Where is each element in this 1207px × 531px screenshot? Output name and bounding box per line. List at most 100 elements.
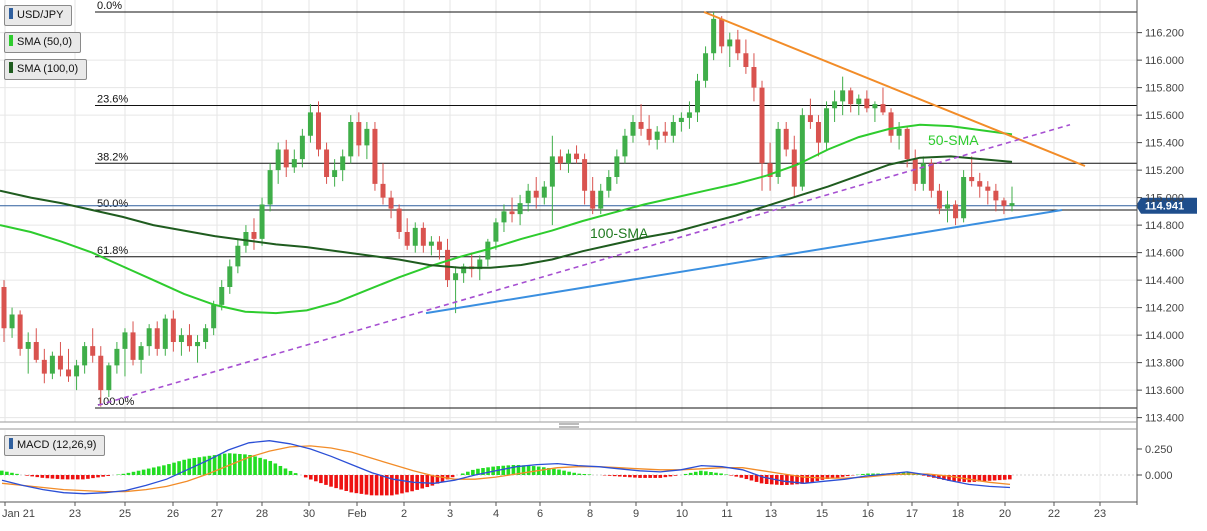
candle-body	[211, 305, 216, 328]
candle-body	[147, 328, 152, 346]
candle-body	[421, 228, 426, 246]
candle-body	[735, 40, 740, 54]
candle-body	[760, 88, 765, 164]
symbol-text: USD/JPY	[17, 9, 63, 21]
candle-body	[356, 122, 361, 145]
macd-histogram-bar	[841, 475, 845, 477]
macd-histogram-bar	[714, 473, 718, 475]
candle-body	[10, 315, 15, 329]
candle-body	[381, 184, 386, 198]
macd-histogram-bar	[106, 475, 110, 476]
macd-histogram-bar	[765, 475, 769, 484]
macd-histogram-bar	[319, 475, 323, 483]
macd-histogram-bar	[294, 473, 298, 475]
x-tick-label: 25	[119, 508, 131, 520]
macd-histogram-bar	[289, 471, 293, 475]
macd-histogram-bar	[653, 475, 657, 478]
candle-body	[155, 328, 160, 349]
macd-histogram-bar	[334, 475, 338, 488]
x-tick-label: 16	[862, 508, 874, 520]
x-tick-label: 15	[816, 508, 828, 520]
x-tick-label: 20	[999, 508, 1011, 520]
candle-body	[308, 112, 313, 135]
candle-body	[90, 346, 95, 356]
macd-histogram-bar	[577, 474, 581, 475]
candle-body	[251, 232, 256, 239]
macd-histogram-bar	[729, 475, 733, 476]
macd-histogram-bar	[755, 475, 759, 482]
candle-body	[187, 335, 192, 346]
candles	[2, 12, 1015, 407]
candle-body	[268, 170, 273, 204]
candle-body	[348, 122, 353, 156]
macd-histogram-bar	[542, 467, 546, 475]
macd-histogram-bar	[35, 475, 39, 477]
candle-body	[429, 242, 434, 246]
macd-histogram-bar	[344, 475, 348, 491]
macd-histogram-bar	[669, 475, 673, 476]
x-tick-label: 13	[765, 508, 777, 520]
candle-body	[114, 349, 119, 366]
x-tick-label: Feb	[348, 508, 367, 520]
candle-body	[493, 222, 498, 241]
macd-histogram-bar	[567, 472, 571, 475]
macd-histogram-bar	[147, 469, 151, 475]
candle-body	[316, 112, 321, 149]
candle-body	[284, 150, 289, 168]
candle-body	[74, 365, 79, 376]
candle-body	[639, 122, 644, 129]
macd-histogram-bar	[588, 474, 592, 475]
candle-body	[558, 156, 563, 163]
macd-histogram-bar	[724, 474, 728, 475]
macd-histogram-bar	[71, 475, 75, 479]
candle-body	[655, 132, 660, 140]
macd-histogram-bar	[998, 475, 1002, 480]
candle-body	[808, 115, 813, 122]
candle-body	[969, 177, 974, 181]
macd-histogram-bar	[993, 475, 997, 480]
macd-histogram-bar	[1003, 475, 1007, 480]
macd-histogram-bar	[425, 475, 429, 487]
candle-body	[227, 266, 232, 287]
macd-histogram-bar	[628, 475, 632, 477]
candle-body	[550, 156, 555, 186]
macd-histogram-bar	[618, 475, 622, 477]
candle-body	[953, 205, 958, 219]
x-tick-label: 18	[952, 508, 964, 520]
macd-histogram-bar	[218, 454, 222, 475]
y-tick-label: 115.000	[1145, 193, 1184, 205]
candle-body	[171, 319, 176, 342]
candle-body	[372, 129, 377, 184]
macd-histogram-bar	[750, 475, 754, 480]
macd-histogram-bar	[25, 475, 29, 476]
y-tick-label: 113.800	[1145, 358, 1184, 370]
macd-histogram-bar	[324, 475, 328, 485]
y-tick-label: 115.400	[1145, 138, 1184, 150]
macd-histogram-bar	[664, 475, 668, 477]
candle-body	[453, 273, 458, 280]
candle-body	[98, 356, 103, 390]
candle-body	[139, 346, 144, 360]
candle-body	[501, 211, 506, 222]
macd-histogram-bar	[350, 475, 354, 492]
macd-histogram-bar	[734, 475, 738, 477]
macd-histogram-bar	[91, 475, 95, 478]
candle-body	[389, 198, 394, 209]
candle-body	[598, 191, 603, 209]
candle-body	[751, 67, 756, 88]
candle-body	[719, 19, 724, 47]
macd-histogram-bar	[552, 469, 556, 475]
sma100-legend-text: SMA (100,0)	[17, 63, 78, 75]
candle-body	[913, 159, 918, 184]
candle-body	[397, 209, 402, 232]
macd-histogram-bar	[304, 475, 308, 477]
macd-histogram-bar	[400, 475, 404, 493]
axes: 116.200116.000115.800115.600115.400115.2…	[0, 0, 1184, 520]
candle-body	[510, 211, 515, 214]
x-tick-label: 10	[676, 508, 688, 520]
macd-histogram-bar	[613, 475, 617, 476]
fib-label: 50.0%	[97, 198, 128, 210]
x-tick-label: 9	[633, 508, 639, 520]
candle-body	[542, 187, 547, 198]
candle-body	[695, 81, 700, 113]
